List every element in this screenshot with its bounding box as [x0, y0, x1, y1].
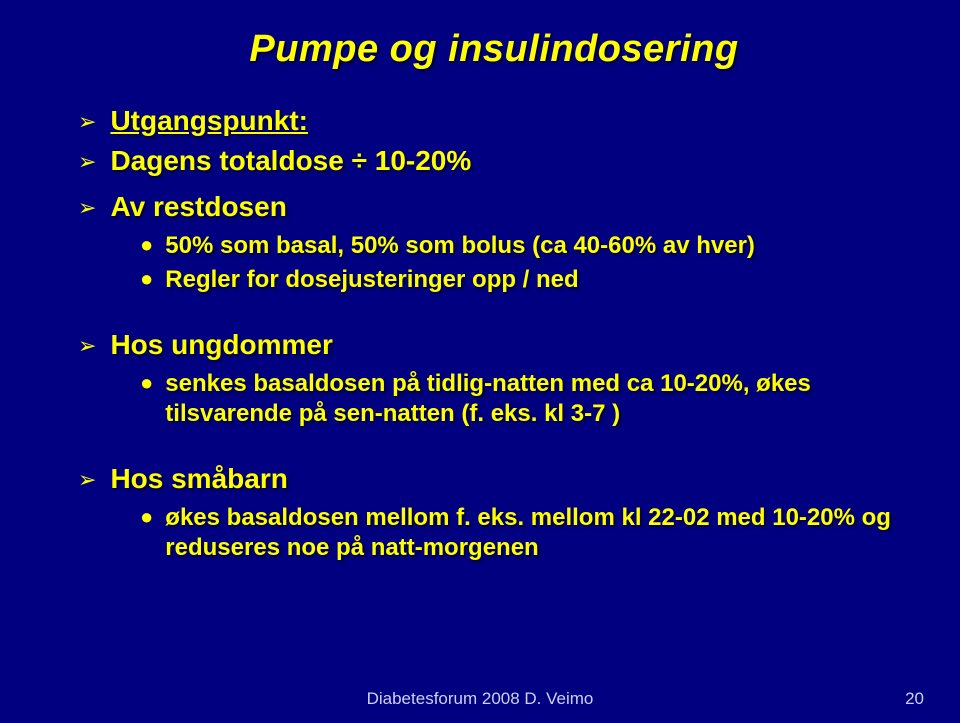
- subbullet-regler: ● Regler for dosejusteringer opp / ned: [140, 265, 910, 295]
- subbullet-okes: ● økes basaldosen mellom f. eks. mellom …: [140, 503, 910, 563]
- dot-icon: ●: [140, 369, 153, 397]
- bullet-smabarn: ➢ Hos småbarn: [78, 463, 910, 495]
- slide-title: Pumpe og insulindosering: [78, 28, 910, 71]
- subbullet-senkes: ● senkes basaldosen på tidlig-natten med…: [140, 369, 910, 429]
- footer-text: Diabetesforum 2008 D. Veimo: [0, 689, 960, 709]
- bullet-text: Dagens totaldose ÷ 10-20%: [110, 145, 471, 177]
- subbullet-text: 50% som basal, 50% som bolus (ca 40-60% …: [165, 231, 755, 261]
- bullet-ungdommer: ➢ Hos ungdommer: [78, 329, 910, 361]
- bullet-restdosen: ➢ Av restdosen: [78, 191, 910, 223]
- slide: Pumpe og insulindosering ➢ Utgangspunkt:…: [0, 0, 960, 723]
- dot-icon: ●: [140, 265, 153, 293]
- arrow-icon: ➢: [78, 149, 96, 175]
- bullet-text: Hos ungdommer: [110, 329, 332, 361]
- bullet-text: Av restdosen: [110, 191, 286, 223]
- page-number: 20: [905, 689, 924, 709]
- subbullet-text: økes basaldosen mellom f. eks. mellom kl…: [165, 503, 905, 563]
- bullet-text: Hos småbarn: [110, 463, 287, 495]
- subbullet-basal-bolus: ● 50% som basal, 50% som bolus (ca 40-60…: [140, 231, 910, 261]
- dot-icon: ●: [140, 503, 153, 531]
- bullet-totaldose: ➢ Dagens totaldose ÷ 10-20%: [78, 145, 910, 177]
- arrow-icon: ➢: [78, 195, 96, 221]
- bullet-text: Utgangspunkt:: [110, 105, 308, 137]
- arrow-icon: ➢: [78, 109, 96, 135]
- subbullet-text: Regler for dosejusteringer opp / ned: [165, 265, 578, 295]
- subbullet-text: senkes basaldosen på tidlig-natten med c…: [165, 369, 905, 429]
- bullet-utgangspunkt: ➢ Utgangspunkt:: [78, 105, 910, 137]
- arrow-icon: ➢: [78, 333, 96, 359]
- arrow-icon: ➢: [78, 467, 96, 493]
- dot-icon: ●: [140, 231, 153, 259]
